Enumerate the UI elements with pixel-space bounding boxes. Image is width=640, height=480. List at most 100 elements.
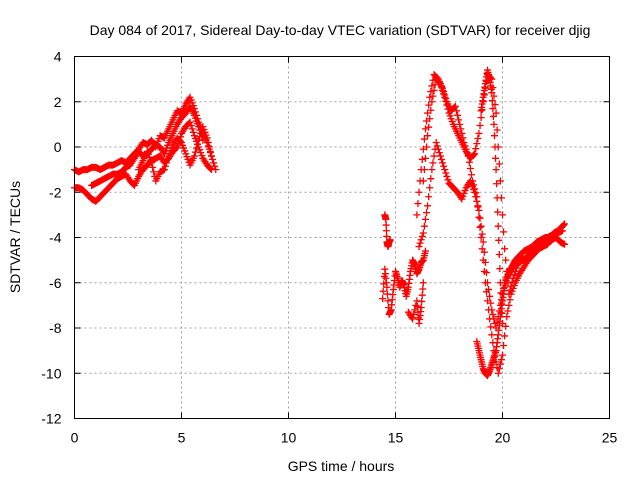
data-series [135, 123, 220, 185]
data-point [476, 122, 484, 130]
data-point [482, 269, 490, 277]
data-point [418, 155, 426, 163]
data-series [381, 211, 394, 251]
data-points [71, 66, 569, 380]
data-point [417, 236, 425, 244]
data-point [442, 169, 450, 177]
data-point [383, 283, 391, 291]
data-point [455, 116, 463, 124]
data-point [412, 301, 420, 309]
data-point [427, 88, 435, 96]
data-point [486, 292, 494, 300]
data-point [471, 150, 479, 158]
data-point [425, 123, 433, 131]
data-point [430, 86, 438, 94]
data-point [433, 142, 441, 150]
data-point [160, 166, 168, 174]
data-point [421, 125, 429, 133]
data-point [490, 315, 498, 323]
data-point [476, 223, 484, 231]
data-point [477, 222, 485, 230]
data-point [472, 193, 480, 201]
data-point [430, 152, 438, 160]
data-point [439, 86, 447, 94]
data-point [204, 138, 212, 146]
data-point [421, 215, 429, 223]
data-point [561, 240, 569, 248]
data-point [507, 282, 515, 290]
data-point [477, 114, 485, 122]
data-point [491, 143, 499, 151]
data-point [439, 159, 447, 167]
data-series [88, 102, 207, 189]
data-point [467, 171, 475, 179]
data-point [149, 163, 157, 171]
data-point [212, 166, 220, 174]
data-point [425, 193, 433, 201]
data-point [487, 323, 495, 331]
data-point [436, 152, 444, 160]
chart-title: Day 084 of 2017, Sidereal Day-to-day VTE… [90, 22, 591, 38]
data-point [509, 274, 517, 282]
x-tick-label: 15 [388, 430, 404, 446]
data-point [474, 135, 482, 143]
data-point [197, 129, 205, 137]
data-point [421, 247, 429, 255]
data-point [479, 238, 487, 246]
data-point [418, 232, 426, 240]
data-point [475, 213, 483, 221]
data-point [413, 211, 421, 219]
data-point [192, 144, 200, 152]
data-point [419, 229, 427, 237]
data-point [190, 152, 198, 160]
y-tick-label: 0 [54, 139, 62, 155]
data-point [488, 306, 496, 314]
data-point [496, 360, 504, 368]
data-point [418, 291, 426, 299]
data-series [404, 279, 427, 327]
data-point [496, 177, 504, 185]
data-point [435, 149, 443, 157]
data-point [496, 265, 504, 273]
data-point [499, 351, 506, 359]
data-point [499, 319, 506, 327]
data-point [425, 101, 433, 109]
data-point [441, 93, 449, 101]
data-point [418, 297, 426, 305]
data-point [488, 89, 496, 97]
data-point [470, 151, 478, 159]
data-point [384, 297, 392, 305]
y-tick-label: -8 [49, 320, 62, 336]
data-point [490, 132, 498, 140]
data-point [488, 97, 496, 105]
data-point [435, 79, 443, 87]
data-point [210, 159, 218, 167]
data-point [497, 299, 505, 307]
data-point [500, 342, 508, 350]
data-point [502, 256, 510, 264]
data-point [416, 239, 424, 247]
data-point [442, 97, 450, 105]
data-point [188, 125, 196, 133]
data-point [426, 93, 434, 101]
data-point [485, 286, 493, 294]
data-point [417, 304, 425, 312]
data-point [427, 106, 435, 114]
data-point [489, 310, 497, 318]
data-point [454, 111, 462, 119]
data-point [386, 236, 394, 244]
data-point [194, 140, 202, 148]
data-point [195, 136, 203, 144]
data-point [211, 162, 219, 170]
data-point [494, 222, 502, 230]
data-point [505, 301, 513, 309]
data-point [444, 176, 452, 184]
data-point [489, 112, 497, 120]
data-point [163, 159, 171, 167]
x-tick-label: 5 [178, 430, 186, 446]
y-tick-label: -6 [49, 275, 62, 291]
data-point [206, 148, 214, 156]
data-point [426, 115, 434, 123]
data-point [191, 148, 199, 156]
data-point [471, 188, 479, 196]
